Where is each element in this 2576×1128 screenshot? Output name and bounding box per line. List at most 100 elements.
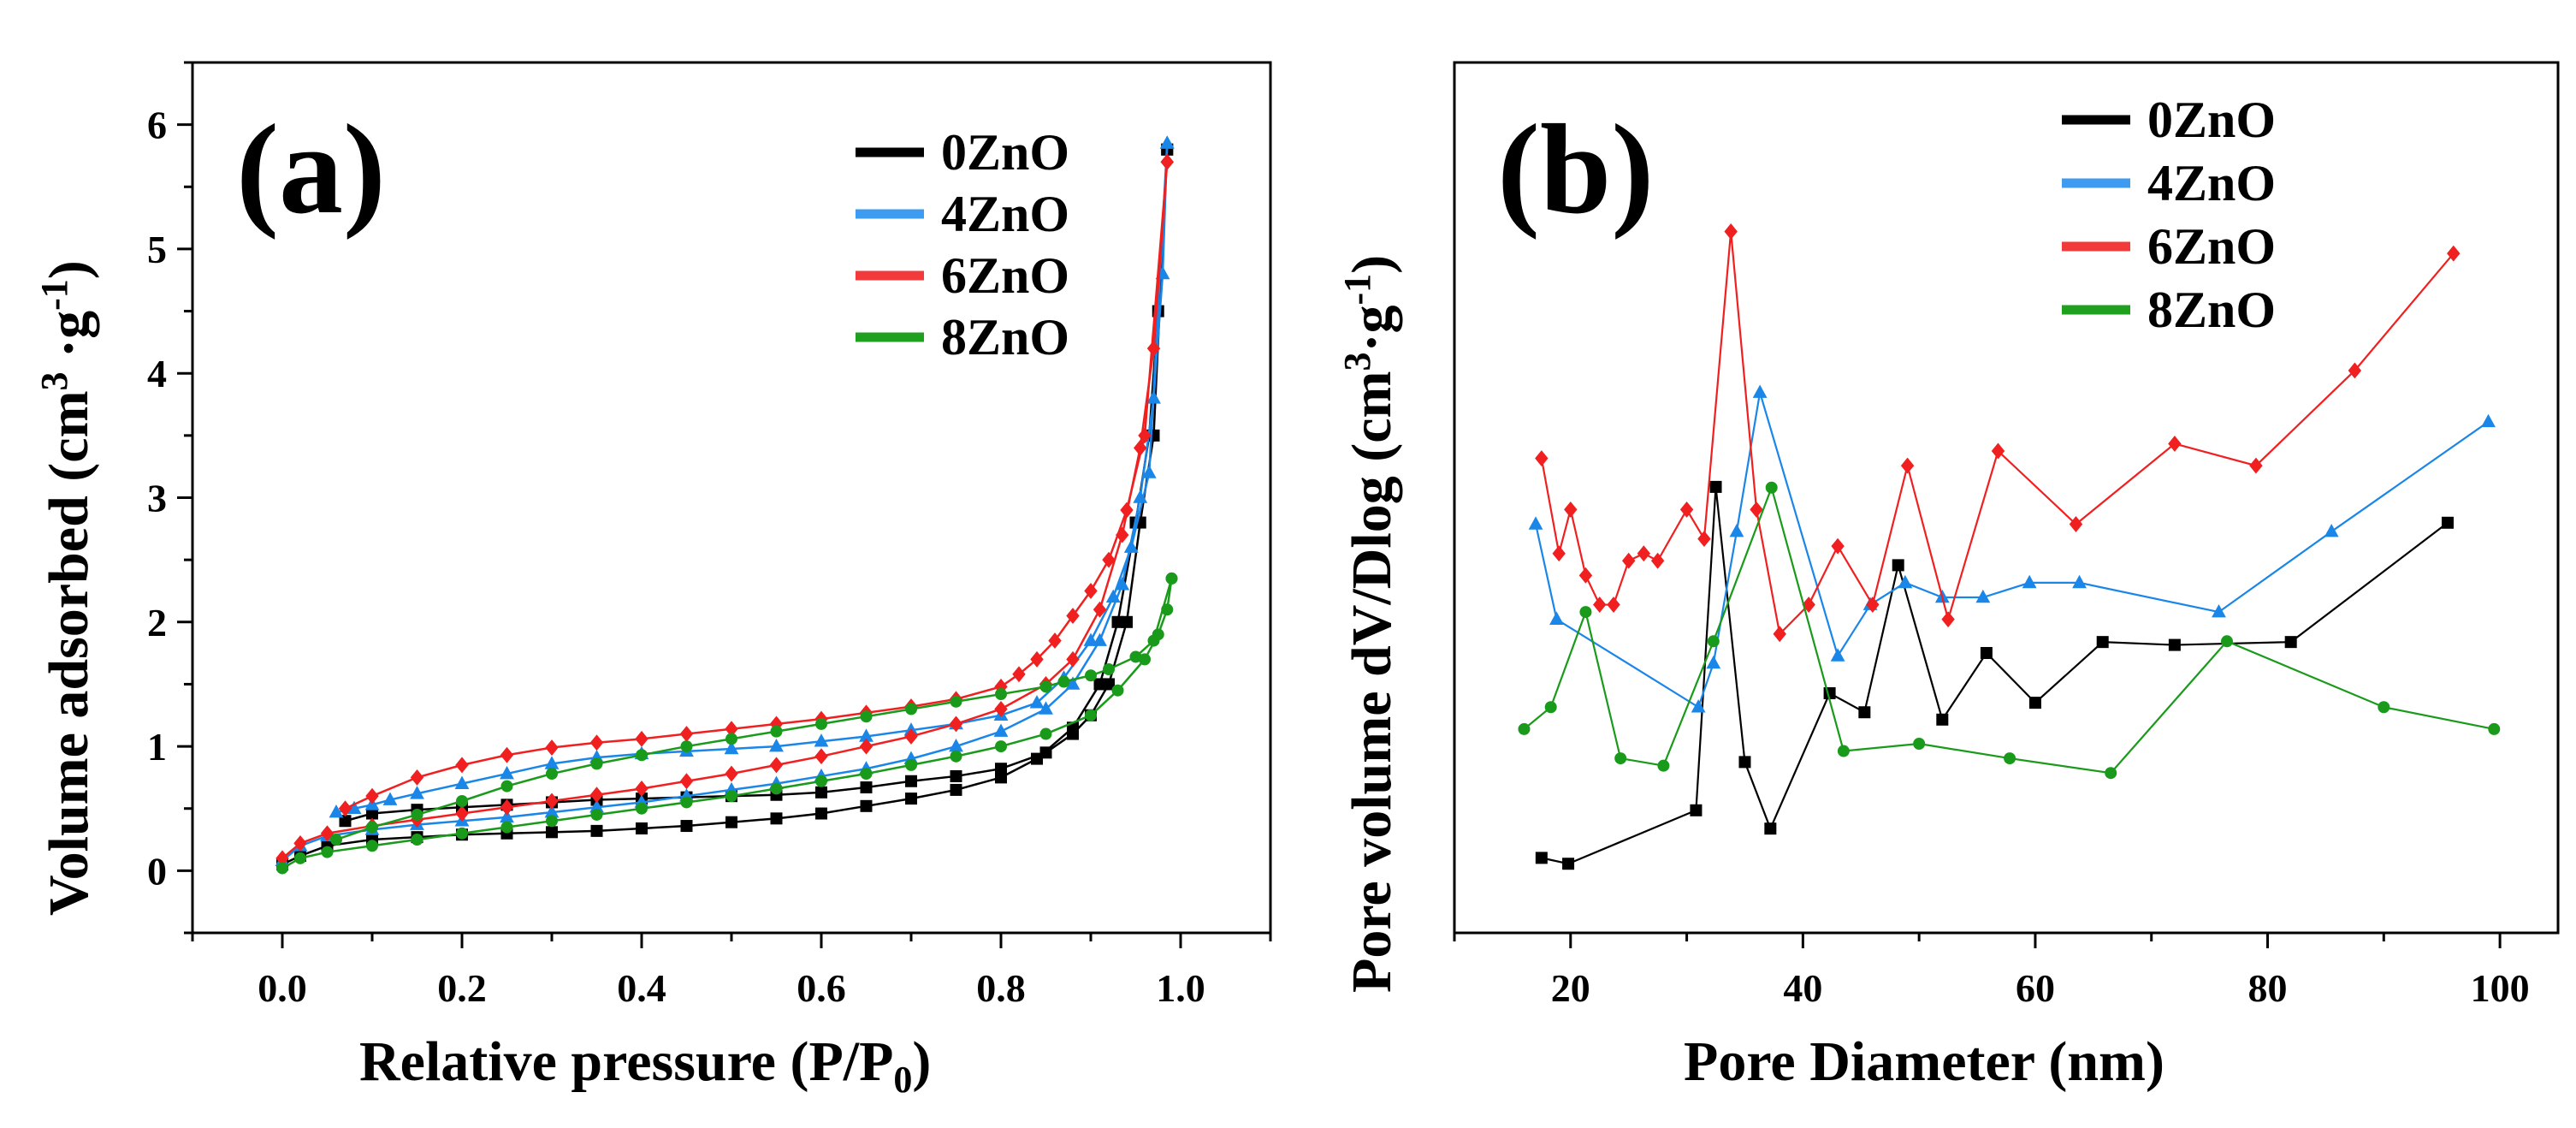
data-point (1085, 669, 1097, 682)
data-point (770, 782, 783, 795)
panel-a-series-8zno (276, 572, 1178, 875)
data-point (815, 717, 827, 730)
data-point (1105, 589, 1121, 603)
data-point (1102, 551, 1116, 568)
panel-a-xtick-label: 0.8 (976, 966, 1026, 1010)
data-point (2447, 245, 2461, 262)
data-point (814, 733, 829, 747)
data-point (1941, 611, 1955, 628)
panel-a-xlabel: Relative pressure (P/P0) (359, 1030, 931, 1101)
data-point (2168, 638, 2181, 651)
data-point (2481, 413, 2496, 428)
data-point (1991, 442, 2005, 460)
data-point (1111, 684, 1124, 697)
distribution-line (1534, 392, 2490, 709)
data-point (1544, 701, 1557, 714)
data-point (2284, 636, 2297, 649)
data-point (1831, 537, 1845, 555)
data-point (1898, 574, 1913, 589)
data-point (1593, 597, 1607, 613)
data-point (859, 738, 873, 755)
panel-a: 0.0 0.2 0.4 0.6 0.8 1.0 0 1 2 3 4 5 6 (a) 0ZnO 4ZnO … (33, 61, 1272, 1101)
data-point (995, 763, 1007, 775)
data-point (545, 793, 559, 810)
panel-b-frame (1453, 61, 2560, 935)
data-point (1765, 481, 1778, 494)
data-point (2378, 701, 2390, 714)
data-point (544, 804, 560, 818)
legend-b-6zno-label: 6ZnO (2147, 218, 2276, 275)
data-point (1900, 457, 1915, 474)
data-point (905, 758, 917, 771)
data-point (346, 800, 362, 815)
data-point (1159, 135, 1175, 149)
data-point (1607, 597, 1620, 613)
data-point (1549, 611, 1564, 625)
data-point (815, 775, 827, 787)
data-point (1706, 655, 1721, 669)
data-point (1697, 531, 1711, 548)
data-point (2069, 516, 2083, 532)
data-point (546, 826, 558, 839)
data-point (590, 808, 603, 821)
data-point (1691, 699, 1706, 713)
panel-a-ytick-label: 5 (147, 228, 167, 271)
data-point (993, 723, 1009, 737)
legend-a-0zno-label: 0ZnO (941, 124, 1069, 181)
panel-a-ylabel: Volume adsorbed (cm3 ·g-1) (33, 260, 100, 916)
data-point (366, 821, 378, 834)
data-point (382, 792, 398, 805)
data-point (1738, 756, 1751, 769)
data-point (636, 802, 648, 815)
data-point (546, 815, 558, 828)
data-point (500, 765, 514, 780)
data-point (995, 740, 1007, 753)
data-point (1039, 746, 1052, 759)
data-point (860, 710, 873, 723)
data-point (366, 840, 378, 852)
data-point (294, 852, 306, 864)
data-point (1093, 601, 1107, 618)
data-point (275, 850, 289, 867)
data-point (1866, 597, 1880, 613)
data-point (950, 783, 962, 796)
data-point (1892, 559, 1904, 572)
data-point (1913, 738, 1926, 750)
data-point (1621, 552, 1636, 569)
panel-a-ytick-label: 3 (147, 477, 167, 520)
data-point (815, 786, 827, 799)
data-point (1679, 501, 1694, 518)
panel-b-series-6zno (1535, 223, 2461, 643)
data-point (1048, 632, 1062, 650)
data-point (320, 825, 335, 842)
data-point (1709, 480, 1722, 493)
data-point (1115, 577, 1130, 591)
data-point (293, 834, 307, 852)
legend-a-4zno-label: 4ZnO (941, 186, 1069, 242)
data-point (1562, 858, 1575, 870)
panel-a-ticks: 0.0 0.2 0.4 0.6 0.8 1.0 0 1 2 3 4 5 6 (147, 61, 1272, 1010)
data-point (1773, 626, 1786, 643)
distribution-line (1540, 231, 2455, 637)
data-point (410, 786, 424, 799)
data-point (1650, 552, 1665, 569)
data-point (1707, 635, 1720, 648)
data-point (546, 768, 558, 781)
data-point (680, 796, 693, 809)
data-point (1093, 632, 1107, 646)
data-point (814, 748, 828, 765)
data-point (1858, 706, 1871, 719)
panel-b-ylabel: Pore volume dV/Dlog (cm3·g-1) (1336, 255, 1403, 993)
data-point (321, 846, 334, 858)
panel-b-series (1518, 223, 2501, 870)
panel-a-ytick-label: 2 (147, 601, 167, 644)
data-point (1729, 523, 1744, 537)
panel-a-xtick-label: 0.0 (258, 966, 307, 1010)
data-point (2348, 362, 2362, 379)
panel-a-xtick-label: 0.2 (437, 966, 487, 1010)
data-point (366, 807, 378, 820)
data-point (636, 822, 648, 834)
panel-a-ytick-label: 6 (147, 104, 167, 147)
panel-a-ytick-label: 1 (147, 725, 167, 769)
legend-b-0zno-label: 0ZnO (2147, 92, 2276, 148)
